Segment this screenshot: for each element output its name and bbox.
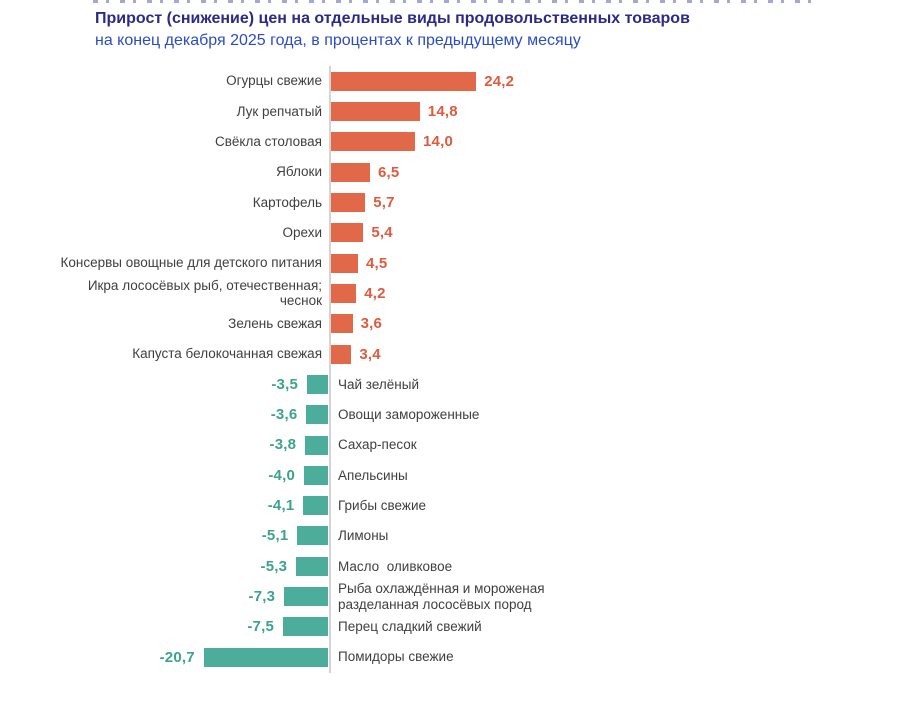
- bar-positive: [331, 283, 357, 303]
- value-label: 6,5: [378, 163, 400, 181]
- bar-negative: [303, 496, 328, 516]
- chart-row: Перец сладкий свежий -7,5: [0, 612, 920, 642]
- chart-row: Грибы свежие -4,1: [0, 490, 920, 520]
- bar-positive: [331, 162, 370, 182]
- bar-positive: [331, 192, 366, 212]
- value-label: 24,2: [484, 72, 515, 90]
- value-label: -3,6: [270, 406, 298, 424]
- category-label: Лимоны: [338, 528, 389, 544]
- chart-row: Орехи 5,4: [0, 218, 920, 248]
- value-label: 5,7: [373, 193, 395, 211]
- category-label: Зелень свежая: [228, 315, 322, 331]
- bar-positive: [331, 102, 420, 121]
- bar-negative: [304, 465, 328, 485]
- category-label: Икра лососёвых рыб, отечественная; чесно…: [87, 277, 322, 309]
- value-label: -3,5: [271, 375, 298, 393]
- chart-row: Капуста белокочанная свежая 3,4: [0, 339, 920, 369]
- bar-positive: [331, 344, 352, 364]
- chart-row: Консервы овощные для детского питания 4,5: [0, 248, 920, 278]
- chart-row: Картофель 5,7: [0, 187, 920, 217]
- chart-row: Сахар-песок -3,8: [0, 430, 920, 460]
- category-label: Апельсины: [338, 467, 408, 483]
- value-label: -4,1: [267, 497, 295, 515]
- value-label: 14,0: [423, 133, 453, 151]
- category-label: Овощи замороженные: [338, 406, 480, 422]
- value-label: 3,4: [359, 345, 381, 363]
- bar-positive: [331, 223, 364, 243]
- chart-row: Икра лососёвых рыб, отечественная; чесно…: [0, 277, 920, 309]
- category-label: Лук репчатый: [236, 103, 322, 119]
- category-label: Орехи: [282, 225, 322, 240]
- value-label: -7,3: [248, 588, 276, 606]
- bar-negative: [283, 617, 328, 637]
- bar-negative: [284, 587, 328, 607]
- value-label: 5,4: [371, 224, 393, 242]
- value-label: -4,0: [268, 466, 295, 484]
- cropped-text-artifact: [93, 0, 817, 3]
- chart-row: Помидоры свежие -20,7: [0, 642, 920, 672]
- chart-row: Масло оливковое -5,3: [0, 551, 920, 581]
- chart-row: Зелень свежая 3,6: [0, 309, 920, 339]
- bar-negative: [305, 435, 328, 455]
- bar-negative: [307, 374, 328, 394]
- chart-subtitle: на конец декабря 2025 года, в процентах …: [95, 32, 581, 49]
- bar-positive: [331, 314, 353, 334]
- value-label: 4,2: [364, 284, 386, 302]
- category-label: Огурцы свежие: [226, 73, 322, 89]
- chart-row: Апельсины -4,0: [0, 460, 920, 490]
- category-label: Свёкла столовая: [215, 134, 322, 150]
- chart-title: Прирост (снижение) цен на отдельные виды…: [95, 10, 690, 27]
- chart-row: Огурцы свежие 24,2: [0, 66, 920, 96]
- bar-positive: [331, 71, 477, 91]
- bar-negative: [203, 647, 328, 667]
- chart-row: Свёкла столовая 14,0: [0, 127, 920, 157]
- chart-row: Рыба охлаждённая и мороженая разделанная…: [0, 581, 920, 612]
- chart-row: Яблоки 6,5: [0, 157, 920, 187]
- value-label: -3,8: [269, 436, 297, 454]
- zero-axis-line: [329, 66, 331, 673]
- value-label: -7,5: [247, 618, 274, 636]
- bar-positive: [331, 132, 415, 152]
- chart-row: Овощи замороженные -3,6: [0, 400, 920, 430]
- chart-header: Прирост (снижение) цен на отдельные виды…: [95, 8, 895, 52]
- chart: Огурцы свежие 24,2 Лук репчатый 14,8 Свёкла …: [0, 66, 920, 673]
- category-label: Грибы свежие: [338, 497, 426, 513]
- category-label: Масло оливковое: [338, 558, 453, 574]
- bar-negative: [296, 556, 328, 576]
- chart-row: Лук репчатый 14,8: [0, 96, 920, 126]
- chart-row: Чай зелёный -3,5: [0, 369, 920, 399]
- bar-negative: [306, 405, 328, 425]
- category-label: Яблоки: [276, 164, 322, 180]
- category-label: Сахар-песок: [338, 437, 417, 453]
- category-label: Консервы овощные для детского питания: [60, 255, 322, 271]
- bar-negative: [297, 526, 328, 546]
- category-label: Рыба охлаждённая и мороженая разделанная…: [338, 581, 545, 612]
- value-label: -5,3: [260, 557, 288, 575]
- category-label: Перец сладкий свежий: [338, 619, 482, 635]
- bar-positive: [331, 253, 358, 273]
- value-label: -20,7: [159, 648, 195, 666]
- value-label: 4,5: [366, 254, 388, 272]
- value-label: -5,1: [261, 527, 289, 545]
- value-label: 3,6: [360, 315, 383, 333]
- chart-row: Лимоны -5,1: [0, 521, 920, 551]
- category-label: Чай зелёный: [338, 376, 419, 392]
- category-label: Капуста белокочанная свежая: [132, 346, 322, 362]
- category-label: Картофель: [252, 194, 322, 210]
- category-label: Помидоры свежие: [338, 649, 454, 665]
- value-label: 14,8: [427, 102, 458, 120]
